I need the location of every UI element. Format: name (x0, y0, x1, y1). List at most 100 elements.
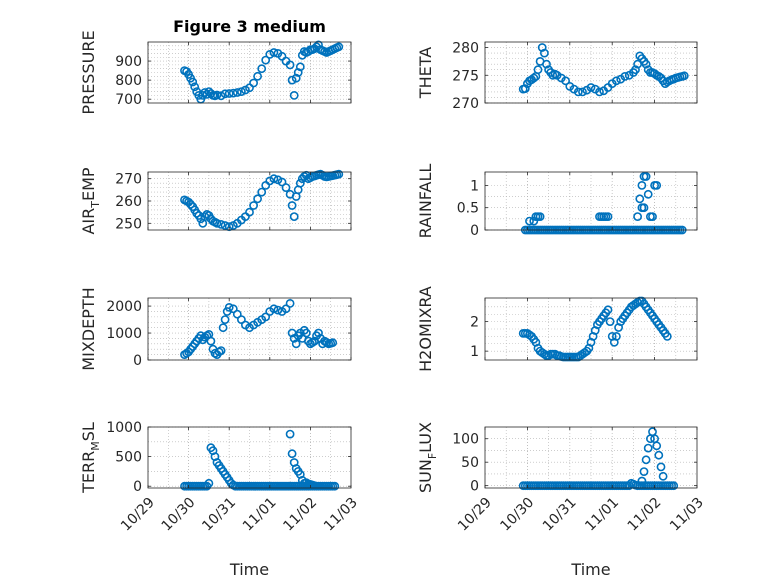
data-point (620, 72, 630, 81)
x-tick-label: 10/30 (497, 495, 537, 535)
data-point (269, 304, 279, 314)
data-point (639, 467, 649, 476)
data-point (330, 481, 340, 491)
y-axis-label: SUNFLUX (416, 422, 439, 493)
data-point (654, 450, 664, 460)
data-point (605, 317, 615, 326)
data-point (295, 62, 305, 72)
x-axis-label: Time (570, 560, 610, 579)
data-point (624, 481, 634, 491)
data-point (648, 212, 657, 221)
subplot-theta: 270 275 280 THETA (416, 41, 698, 112)
y-tick-label: 50 (461, 455, 479, 471)
x-tick-label: 11/02 (280, 495, 320, 535)
y-axis-label: H2OMIXRA (416, 286, 435, 372)
data-point (245, 207, 254, 217)
data-point (218, 323, 228, 333)
axes-box (484, 426, 698, 489)
data-point (257, 187, 267, 197)
data-point (190, 82, 200, 92)
data-point (206, 336, 216, 346)
data-point (186, 199, 195, 209)
y-tick-label: 250 (115, 216, 142, 232)
y-tick-label: 2 (470, 315, 479, 331)
data-point (265, 50, 275, 59)
data-point (285, 429, 295, 439)
y-tick-label: 2000 (106, 299, 142, 315)
y-tick-label: 275 (452, 68, 479, 84)
data-point (578, 87, 587, 97)
data-point (261, 55, 271, 65)
data-point (249, 78, 258, 88)
x-tick-label: 10/31 (199, 495, 239, 535)
y-tick-label: 500 (115, 450, 142, 466)
x-axis-label: Time (229, 560, 269, 579)
data-point (561, 76, 570, 86)
axes-box (484, 41, 698, 104)
data-point (612, 331, 621, 341)
data-point (314, 328, 323, 338)
subplot-air-temp: 250 260 270 AIRTEMP (79, 167, 352, 235)
y-tick-label: 800 (115, 73, 142, 89)
y-axis-label: THETA (416, 47, 435, 99)
data-point (637, 180, 647, 190)
data-point (236, 87, 246, 96)
data-point (639, 203, 649, 213)
y-axis-label: MIXDEPTH (79, 287, 98, 370)
data-point (612, 76, 621, 86)
data-point (595, 87, 604, 97)
data-point (520, 84, 530, 93)
data-point (220, 89, 230, 99)
data-point (289, 91, 299, 100)
data-point (643, 443, 653, 453)
y-tick-label: 0 (470, 223, 479, 239)
data-point (277, 177, 287, 187)
y-tick-label: 900 (115, 54, 142, 70)
data-point (637, 476, 647, 486)
data-point (586, 83, 596, 92)
data-point (633, 212, 642, 221)
data-point (285, 60, 295, 70)
y-tick-label: 1 (470, 178, 479, 194)
axes-box (484, 297, 698, 361)
x-tick-label: 10/29 (118, 495, 158, 535)
x-tick-label: 11/02 (625, 495, 665, 535)
y-axis-label: PRESSURE (79, 30, 98, 114)
y-tick-label: 100 (452, 432, 479, 448)
data-point (281, 183, 291, 192)
data-point (204, 478, 214, 488)
data-point (295, 178, 305, 188)
y-tick-label: 0 (133, 479, 142, 495)
data-point (224, 89, 234, 98)
data-point (212, 90, 222, 100)
data-point (314, 40, 323, 50)
data-point (535, 212, 545, 221)
x-tick-label: 11/03 (321, 495, 361, 535)
data-point (641, 455, 651, 465)
data-point (192, 208, 202, 218)
data-point (291, 339, 301, 349)
y-axis-label: RAINFALL (416, 164, 435, 239)
x-tick-label: 11/03 (667, 495, 707, 535)
y-tick-label: 0 (470, 479, 479, 495)
data-point (525, 216, 534, 226)
data-point (287, 75, 297, 85)
data-point (188, 77, 198, 87)
data-point (249, 201, 258, 210)
y-tick-label: 0 (133, 353, 142, 369)
data-point (196, 331, 206, 341)
data-point (652, 441, 662, 451)
data-point (631, 65, 640, 75)
data-point (216, 346, 226, 355)
axes-box (147, 41, 352, 104)
data-point (652, 180, 662, 190)
data-point (220, 221, 230, 230)
data-point (669, 481, 679, 491)
y-tick-label: 1000 (106, 420, 142, 436)
y-tick-label: 1000 (106, 326, 142, 342)
data-point (301, 328, 311, 338)
data-point (287, 201, 297, 210)
subplot-sun-flux: 0 50 100 10/29 10/30 10/31 11/01 11/02 11/03 Time… (416, 422, 707, 579)
y-tick-label: 280 (452, 41, 479, 57)
